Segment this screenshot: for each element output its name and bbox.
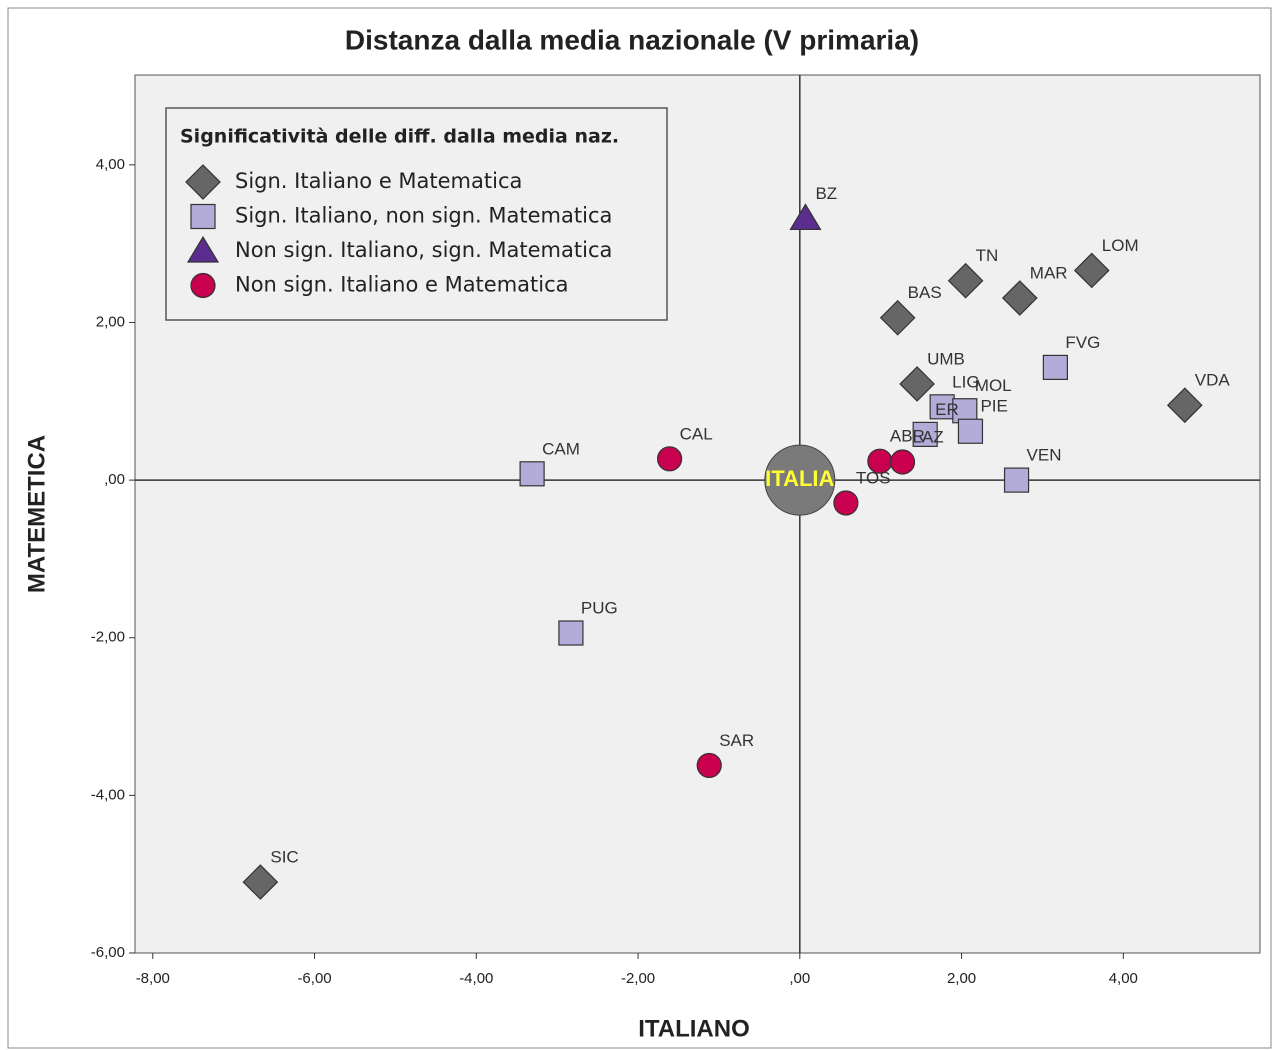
- point: [1003, 467, 1030, 493]
- legend-marker: [190, 272, 216, 299]
- point-label: ER: [935, 400, 959, 419]
- legend-marker: [190, 203, 216, 230]
- point-label: LOM: [1102, 236, 1139, 255]
- x-tick-label: -6,00: [297, 970, 331, 987]
- point-label: VDA: [1195, 371, 1231, 390]
- legend-label: Sign. Italiano, non sign. Matematica: [235, 204, 612, 228]
- x-tick-label: -4,00: [459, 970, 493, 987]
- point: [519, 461, 545, 487]
- point-label: MOL: [975, 376, 1012, 395]
- x-tick-label: ,00: [789, 970, 810, 987]
- y-axis-title: MATEMETICA: [23, 435, 50, 593]
- point: [957, 418, 984, 444]
- point: [889, 449, 916, 475]
- point: [947, 262, 984, 299]
- legend-label: Non sign. Italiano, sign. Matematica: [235, 238, 612, 262]
- y-tick-label: 4,00: [96, 156, 125, 173]
- legend-box: [165, 107, 668, 321]
- reference-point: [764, 444, 836, 516]
- point: [242, 864, 279, 900]
- legend-label: Non sign. Italiano e Matematica: [235, 273, 569, 297]
- y-tick-label: -2,00: [91, 629, 125, 646]
- x-tick-label: 4,00: [1109, 970, 1138, 987]
- y-tick-label: 2,00: [96, 313, 125, 330]
- point-label: UMB: [927, 349, 965, 368]
- point-label: TN: [976, 246, 999, 265]
- point-label: SAR: [719, 731, 754, 750]
- point: [879, 299, 916, 336]
- point-label: SIC: [270, 848, 298, 867]
- point: [656, 446, 683, 472]
- x-tick-label: -2,00: [621, 970, 655, 987]
- y-tick-label: -4,00: [91, 786, 125, 803]
- point-label: BZ: [815, 184, 837, 203]
- legend-marker: [186, 235, 220, 263]
- point: [1073, 252, 1110, 289]
- legend-label: Sign. Italiano e Matematica: [235, 169, 522, 193]
- legend-title: Significatività delle diff. dalla media …: [180, 126, 619, 148]
- point-label: CAL: [680, 424, 713, 443]
- point-label: CAM: [542, 439, 580, 458]
- point-label: MAR: [1030, 264, 1068, 283]
- point-label: TOS: [856, 468, 891, 487]
- point: [789, 203, 822, 231]
- point-label: FVG: [1065, 333, 1100, 352]
- point: [696, 752, 722, 779]
- chart-title: Distanza dalla media nazionale (V primar…: [345, 24, 919, 55]
- point-label: PUG: [581, 598, 618, 617]
- point: [558, 620, 584, 646]
- point: [833, 490, 859, 516]
- y-tick-label: -6,00: [91, 944, 125, 961]
- point-label: ABR: [890, 427, 925, 446]
- x-tick-label: -8,00: [136, 970, 170, 987]
- point-label: VEN: [1027, 446, 1062, 465]
- point-label: LIG: [952, 372, 979, 391]
- point-label: LAZ: [913, 427, 944, 446]
- point: [1001, 280, 1038, 316]
- x-tick-label: 2,00: [947, 970, 976, 987]
- point: [1042, 354, 1068, 381]
- point: [1166, 387, 1203, 424]
- legend-marker: [185, 164, 221, 200]
- point: [912, 421, 938, 447]
- point-label: PIE: [980, 397, 1007, 416]
- point-label: BAS: [908, 283, 942, 302]
- y-tick-label: ,00: [104, 471, 125, 488]
- point: [899, 366, 935, 402]
- reference-label: ITALIA: [765, 466, 834, 491]
- x-axis-title: ITALIANO: [638, 1015, 750, 1042]
